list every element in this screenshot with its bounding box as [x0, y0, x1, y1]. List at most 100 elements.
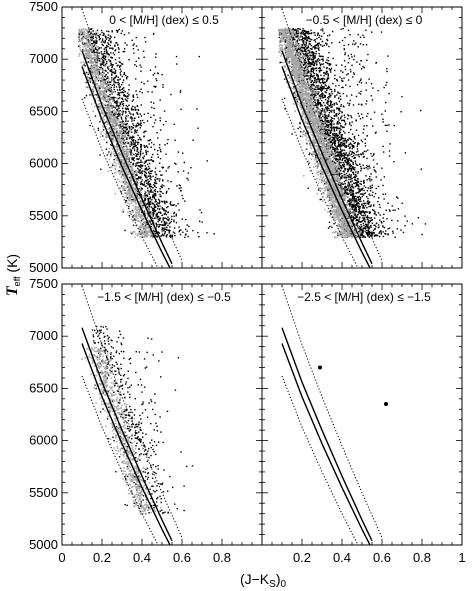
black-point [100, 168, 102, 170]
black-point [118, 104, 120, 107]
black-point [144, 169, 146, 171]
gray-point [91, 61, 94, 63]
gray-point [94, 75, 97, 77]
black-point [148, 200, 150, 203]
black-point [159, 170, 161, 173]
black-point [124, 123, 126, 125]
black-point [150, 172, 152, 175]
black-point [338, 132, 341, 135]
black-point [306, 36, 308, 39]
gray-point [132, 200, 134, 203]
black-point [167, 188, 170, 190]
gray-point [143, 228, 145, 231]
gray-point [142, 232, 144, 234]
black-point [148, 202, 150, 204]
gray-point [94, 69, 97, 71]
black-point [184, 200, 186, 202]
gray-point [108, 109, 110, 111]
black-point [171, 235, 173, 237]
gray-point [116, 158, 119, 161]
gray-point [107, 123, 109, 125]
black-point [375, 222, 378, 224]
black-point [351, 186, 354, 188]
black-point [292, 93, 295, 95]
black-point [323, 113, 326, 116]
gray-point [97, 85, 100, 87]
black-point [172, 204, 174, 206]
black-point [136, 183, 138, 185]
gray-point [91, 79, 93, 81]
black-point [355, 162, 357, 164]
black-point [180, 108, 182, 111]
gray-point [138, 197, 140, 200]
black-point [314, 121, 317, 123]
gray-point [102, 125, 104, 128]
black-point [140, 66, 142, 68]
black-point [331, 90, 333, 93]
black-point [305, 75, 308, 77]
black-point [339, 146, 342, 148]
black-point [145, 151, 147, 153]
black-point [384, 232, 386, 235]
black-point [143, 181, 146, 183]
black-point [92, 40, 95, 42]
black-point [329, 141, 331, 143]
black-point [154, 233, 156, 235]
black-point [338, 139, 341, 141]
black-point [359, 193, 362, 195]
gray-point [113, 122, 116, 124]
black-point [165, 236, 168, 238]
gray-point [78, 39, 80, 41]
gray-point [108, 99, 110, 101]
gray-point [127, 150, 130, 153]
black-point [139, 123, 142, 126]
black-point [316, 47, 318, 49]
gray-point [105, 80, 107, 82]
black-point [155, 198, 157, 201]
black-point [137, 108, 139, 111]
black-point [105, 46, 108, 49]
gray-point [99, 135, 102, 138]
black-point [156, 212, 159, 215]
black-point [348, 123, 351, 125]
black-point [344, 145, 346, 148]
black-point [327, 103, 329, 105]
black-point [374, 234, 376, 236]
black-point [309, 43, 311, 45]
black-point [142, 156, 144, 159]
black-point [349, 230, 352, 233]
black-point [352, 196, 354, 199]
black-point [308, 61, 311, 63]
black-point [185, 218, 187, 221]
gray-point [113, 136, 115, 138]
gray-point [116, 148, 118, 151]
black-point [153, 198, 156, 200]
gray-point [151, 211, 153, 213]
gray-point [92, 76, 95, 78]
black-point [127, 120, 129, 122]
black-point [154, 182, 156, 184]
black-point [148, 184, 151, 187]
black-point [115, 75, 117, 78]
black-point [150, 186, 153, 188]
black-point [136, 150, 138, 152]
black-point [87, 73, 89, 76]
black-point [107, 34, 110, 36]
black-point [147, 80, 149, 82]
black-point [342, 154, 344, 157]
gray-point [131, 192, 133, 194]
black-point [144, 192, 146, 195]
gray-point [120, 170, 122, 173]
black-point [93, 33, 96, 35]
black-point [311, 60, 314, 63]
gray-point [144, 201, 146, 204]
gray-point [83, 30, 86, 33]
black-point [130, 126, 133, 128]
black-point [157, 156, 160, 158]
black-point [116, 113, 119, 116]
gray-point [114, 118, 117, 120]
black-point [136, 195, 138, 197]
black-point [345, 122, 347, 125]
black-point [106, 30, 108, 32]
black-point [99, 66, 101, 69]
